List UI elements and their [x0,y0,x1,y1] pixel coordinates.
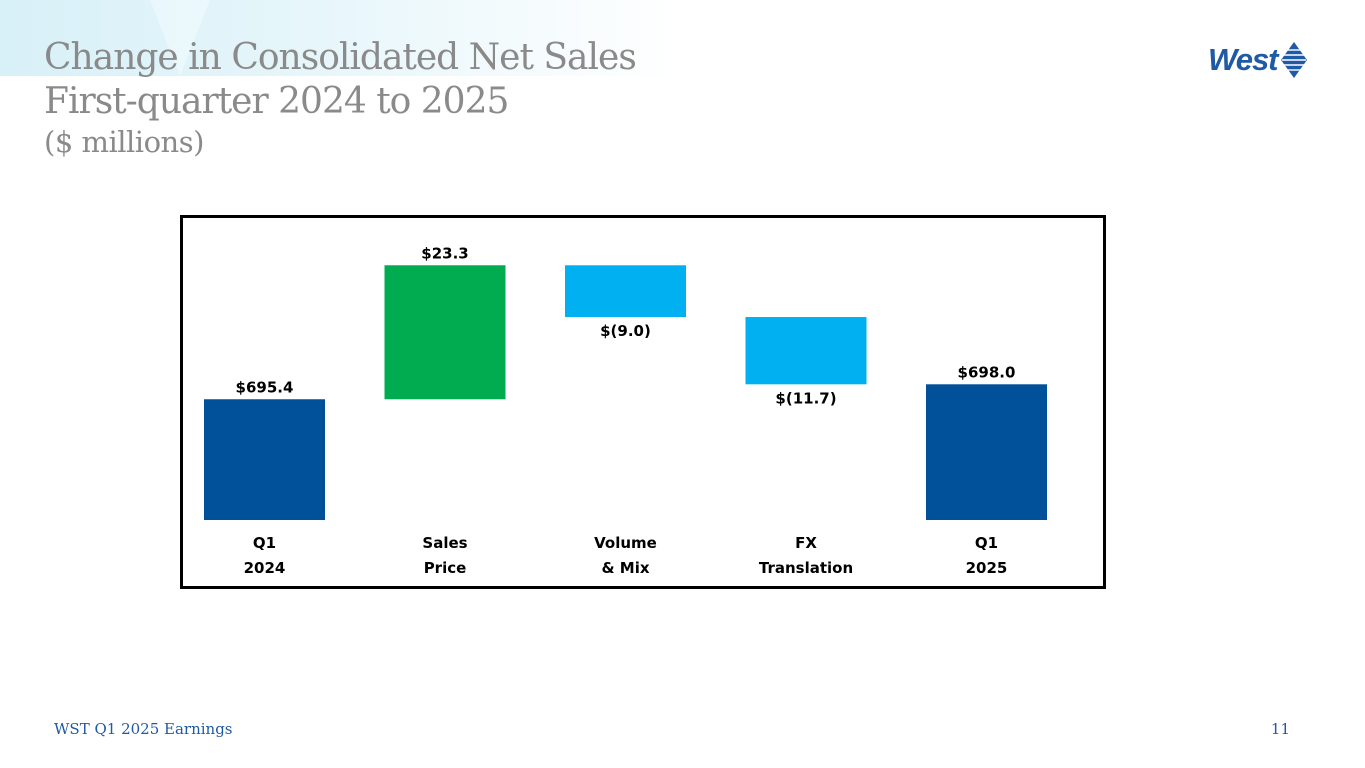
waterfall-bar [565,265,686,318]
waterfall-bar [204,399,325,520]
footer-label: WST Q1 2025 Earnings [54,720,233,738]
title-line-1: Change in Consolidated Net Sales [44,37,637,78]
waterfall-bar [384,265,506,400]
category-label: 2025 [966,559,1008,577]
data-label: $23.3 [421,244,468,262]
logo-text: West [1208,42,1279,77]
waterfall-bar [926,384,1047,520]
category-label: Price [424,559,467,577]
category-label: Translation [759,559,853,577]
west-logo: West [1208,38,1316,82]
header-banner [0,0,680,76]
category-label: FX [795,534,817,552]
data-label: $695.4 [236,378,294,396]
category-label: Q1 [253,534,276,552]
data-label: $698.0 [958,363,1016,381]
category-label: 2024 [244,559,286,577]
category-label: Volume [594,534,657,552]
title-line-3: ($ millions) [44,125,204,159]
category-label: Q1 [975,534,998,552]
category-label: Sales [422,534,467,552]
waterfall-bar [745,317,867,385]
data-label: $(11.7) [775,389,836,407]
data-label: $(9.0) [600,322,651,340]
waterfall-chart-frame: $695.4 Q1 2024 $23.3 Sales Price $(9.0) Volume &… [180,215,1106,589]
page-number: 11 [1270,720,1290,738]
west-diamond-icon [1280,42,1307,78]
waterfall-chart: $695.4 Q1 2024 $23.3 Sales Price $(9.0) Volume &… [204,244,1047,577]
category-label: & Mix [601,559,649,577]
slide-title: Change in Consolidated Net Sales First-q… [44,36,637,160]
title-line-2: First-quarter 2024 to 2025 [44,81,509,122]
banner-facet [150,0,210,76]
